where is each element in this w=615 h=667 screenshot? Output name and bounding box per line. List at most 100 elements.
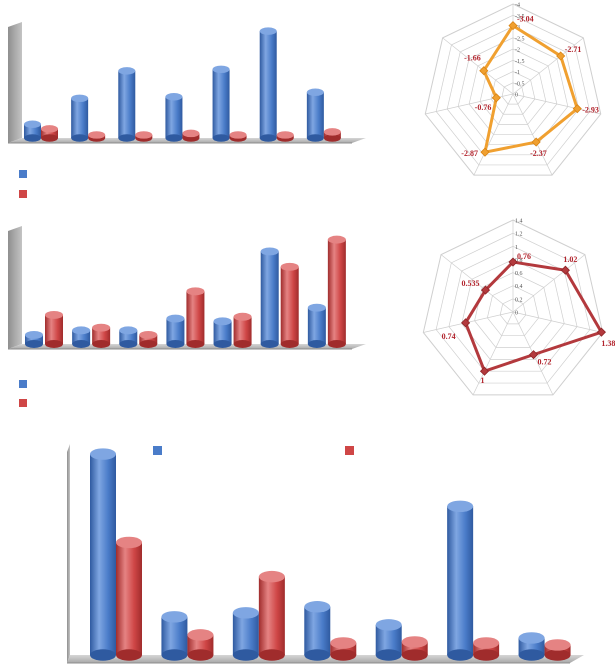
bar-red-6 (276, 131, 294, 142)
bar-red-5 (229, 131, 247, 142)
radar-data-label-5: 1 (480, 376, 484, 385)
radar-data-label-4: 0.72 (538, 358, 552, 367)
bar-blue-1 (90, 448, 116, 661)
bar-blue-1 (24, 120, 41, 142)
bar-blue-7 (518, 632, 545, 661)
bar-blue-4 (166, 314, 185, 348)
bar-red-3 (139, 330, 158, 348)
bar-blue-2 (72, 326, 91, 348)
radar-data-label-7: -1.66 (464, 54, 481, 63)
radar-tick-label: -2.5 (515, 36, 525, 42)
radar-tick-label: 0.4 (515, 284, 523, 290)
radar-point-6 (461, 318, 471, 328)
radar-data-label-6: -0.76 (475, 103, 492, 112)
radar-data-label-6: 0.74 (442, 332, 456, 341)
radar-grid (424, 3, 602, 176)
bar-red-3 (258, 570, 285, 661)
bar-blue-4 (304, 601, 331, 661)
radar-tick-label: -0.5 (515, 81, 525, 87)
radar-data-label-4: -2.37 (530, 149, 547, 158)
radar-point-7 (480, 285, 491, 295)
radar-point-2 (556, 51, 566, 61)
radar-series-line (482, 24, 579, 154)
bar-blue-2 (161, 611, 188, 661)
bar-blue-1 (25, 330, 43, 348)
bar-blue-6 (259, 27, 277, 142)
bar-red-2 (187, 629, 214, 661)
bar-red-6 (280, 262, 299, 348)
chart-wall (8, 226, 22, 349)
radar-point-1 (508, 257, 518, 267)
radar-tick-label: -3.5 (515, 14, 525, 20)
radar-chart-middle: 0 0.2 0.4 0.6 0.8 1 1.2 1.4 0.76 1.02 1.38 0.72 1 0.7… (422, 219, 615, 396)
bar-red-5 (401, 636, 428, 661)
radar-grid (422, 219, 604, 396)
legend-swatch-top-series-1 (19, 170, 27, 178)
radar-data-label-7: 0.535 (462, 279, 480, 288)
bar-red-6 (473, 637, 500, 661)
radar-point-3 (572, 104, 582, 114)
radar-point-7 (479, 66, 489, 76)
radar-chart-top-panel: 0 -0.5 -1 -1.5 -2 -2.5 -3 -3.5 -4 -3.04 -2.71 -2.93… (415, 0, 605, 190)
radar-point-3 (596, 327, 606, 337)
bar-red-7 (323, 128, 341, 142)
radar-point-4 (528, 350, 539, 360)
radar-tick-label: -4 (515, 3, 520, 9)
bar-blue-5 (213, 317, 232, 348)
bar-red-2 (88, 131, 106, 142)
radar-point-4 (531, 137, 541, 147)
bar-blue-6 (447, 500, 474, 661)
bar-chart-bottom-panel (60, 440, 590, 667)
radar-series-line (464, 260, 603, 373)
radar-point-6 (491, 93, 501, 103)
radar-tick-label: 0.6 (515, 271, 523, 277)
bar-red-7 (327, 235, 346, 348)
bar-red-5 (233, 312, 252, 348)
bar-chart-top-panel (0, 18, 370, 153)
radar-chart-top: 0-0.5-1-1.5-2-2.5-3-3.5-4-3.04-2.71-2.93… (424, 3, 602, 176)
radar-tick-label: 0.8 (515, 258, 523, 264)
bar-red-2 (92, 323, 111, 348)
legend-swatch-top-series-2 (19, 190, 27, 198)
radar-tick-label: -1 (515, 70, 520, 76)
radar-chart-middle-panel: 0 0.2 0.4 0.6 0.8 1 1.2 1.4 0.76 1.02 1.38 0.72 1 0.7… (415, 210, 615, 400)
chart-wall (67, 444, 70, 663)
bar-blue-3 (118, 67, 136, 142)
radar-data-label-3: 1.38 (601, 339, 615, 348)
bar-red-4 (330, 637, 357, 661)
bar-chart-middle (8, 226, 366, 350)
bar-red-1 (45, 310, 63, 348)
bar-red-7 (544, 639, 571, 661)
radar-data-label-5: -2.87 (461, 149, 478, 158)
radar-tick-label: 0.2 (515, 297, 523, 303)
radar-tick-label: 0 (515, 93, 518, 99)
bar-blue-6 (260, 247, 279, 348)
bar-blue-5 (375, 619, 402, 661)
legend-swatch-middle-series-1 (19, 380, 27, 388)
radar-point-5 (480, 147, 490, 157)
radar-data-label-1: -3.04 (517, 15, 534, 24)
radar-point-5 (479, 366, 490, 376)
radar-tick-label: 1 (515, 245, 518, 251)
bar-red-4 (186, 287, 205, 348)
bar-chart-middle-panel (0, 222, 370, 357)
bar-blue-7 (306, 88, 324, 142)
bar-blue-5 (212, 65, 230, 142)
bar-red-4 (182, 129, 200, 142)
radar-tick-label: 0 (515, 311, 518, 317)
chart-wall (8, 22, 22, 143)
legend-swatch-middle-series-2 (19, 399, 27, 407)
radar-data-label-1: 0.76 (517, 252, 531, 261)
bar-blue-2 (71, 94, 89, 142)
radar-point-1 (508, 21, 518, 31)
bar-blue-3 (119, 326, 138, 348)
bar-chart-bottom (67, 444, 584, 664)
radar-data-label-2: -2.71 (565, 45, 582, 54)
bar-blue-3 (232, 607, 259, 661)
radar-point-2 (560, 265, 570, 275)
bar-red-1 (116, 536, 142, 661)
legend-swatch-bottom-series-2 (345, 446, 354, 455)
radar-tick-label: -1.5 (515, 59, 525, 65)
bar-chart-top (8, 22, 366, 144)
radar-tick-label: -2 (515, 48, 520, 54)
